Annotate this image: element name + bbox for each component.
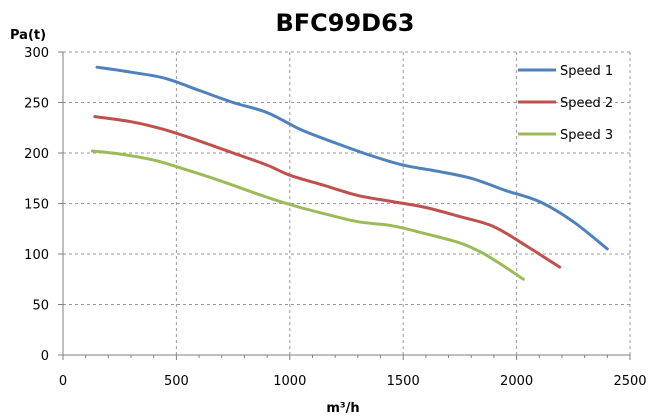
- x-tick-label: 1000: [273, 374, 306, 389]
- series-line-speed-2: [93, 115, 562, 269]
- y-tick-label: 250: [24, 97, 49, 112]
- y-tick-label: 200: [24, 147, 49, 162]
- x-tick-label: 1500: [387, 374, 420, 389]
- y-tick-label: 0: [41, 349, 49, 364]
- series-line-speed-1: [95, 65, 609, 251]
- legend-label-speed-1: Speed 1: [560, 64, 613, 79]
- x-tick-label: 500: [164, 374, 189, 389]
- y-axis-label: Pa(t): [10, 28, 46, 43]
- legend-label-speed-3: Speed 3: [560, 128, 613, 143]
- y-tick-label: 100: [24, 248, 49, 263]
- y-tick-label: 300: [24, 46, 49, 61]
- series-line-speed-3: [91, 149, 525, 281]
- chart-title: BFC99D63: [275, 9, 414, 37]
- y-tick-label: 50: [32, 299, 49, 314]
- legend: Speed 1 Speed 2 Speed 3: [518, 64, 613, 143]
- tick-labels: 0 50 100 150 200 250 300 0 500 1000 1500 2000 2500: [24, 46, 646, 389]
- y-tick-label: 150: [24, 198, 49, 213]
- data-series: [91, 65, 609, 281]
- x-tick-label: 2000: [500, 374, 533, 389]
- x-tick-label: 2500: [613, 374, 646, 389]
- legend-label-speed-2: Speed 2: [560, 96, 613, 111]
- x-tick-label: 0: [59, 374, 67, 389]
- x-axis-label: m³/h: [326, 401, 359, 416]
- axes: [58, 51, 631, 360]
